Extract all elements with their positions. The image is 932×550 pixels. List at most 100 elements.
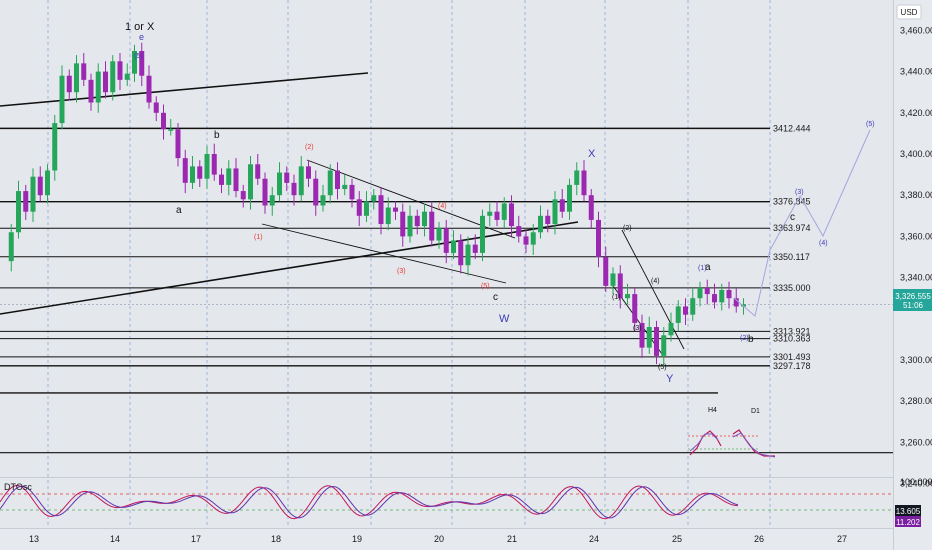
price-tick-label: 3,280.000	[900, 396, 932, 406]
candle-body	[690, 298, 696, 315]
candle-body	[139, 51, 145, 76]
candle-body	[436, 228, 442, 241]
candle-body	[168, 129, 174, 131]
candle-body	[197, 166, 203, 179]
candle-body	[59, 75, 65, 124]
osc-value-tag-2	[895, 516, 921, 527]
candle-body	[538, 215, 543, 233]
wave-labels: 1 or Xe(5)ba(2)(1)(4)(3)(5)cWX(2)(1)(4)(…	[125, 21, 875, 385]
price-tick-label: 3,240.000	[900, 479, 932, 489]
osc-value-2: 11.202	[896, 518, 920, 527]
currency-label: USD	[901, 8, 918, 17]
candle-body	[632, 294, 638, 323]
candle-body	[675, 306, 681, 323]
candle-body	[233, 168, 239, 192]
time-label: 18	[271, 534, 281, 544]
wave-label-a-right: a	[705, 262, 711, 273]
wave-label-a-low: a	[176, 205, 182, 216]
osc-value-tag-1	[895, 505, 921, 516]
candle-body	[132, 51, 137, 74]
wave-label-b: b	[214, 130, 220, 141]
candle-body	[349, 184, 355, 200]
time-label: 19	[352, 534, 362, 544]
candle-body	[306, 166, 311, 179]
candle-body	[103, 71, 108, 93]
wave-label-p4-red: (4)	[438, 203, 447, 210]
candle-body	[342, 184, 348, 190]
candle-body	[117, 61, 123, 80]
inset-oscillators: H4 D1	[688, 407, 776, 458]
currency-badge[interactable]	[896, 4, 922, 20]
candle-body	[661, 335, 667, 356]
candle-body	[741, 304, 746, 307]
candle-body	[255, 164, 261, 179]
wave-label-Y: Y	[666, 373, 674, 385]
current-price-tag	[893, 289, 932, 311]
candle-body	[74, 63, 79, 93]
candle-body	[516, 226, 522, 237]
level-label: 3350.117	[773, 252, 810, 262]
candle-body	[88, 79, 94, 103]
wave-label-p2-blue: (2)	[740, 335, 749, 342]
candle-body	[429, 211, 435, 241]
inset-label-d1: D1	[751, 408, 760, 415]
trend-line[interactable]	[621, 229, 685, 350]
candle-body	[291, 182, 297, 196]
wave-label-p4-black: (4)	[651, 278, 660, 285]
candle-body	[581, 170, 587, 196]
price-tick-label: 3,360.000	[900, 231, 932, 241]
candle-body	[248, 164, 253, 200]
inset-h4-signal	[689, 433, 719, 452]
candle-body	[610, 273, 616, 286]
time-label: 17	[191, 534, 201, 544]
wave-label-p1-blue: (1)	[698, 265, 707, 272]
candle-body	[625, 294, 630, 299]
trend-line[interactable]	[261, 223, 507, 284]
candle-body	[204, 154, 210, 179]
inset-label-h4: H4	[708, 407, 717, 414]
candle-body	[313, 178, 319, 206]
wave-label-X: X	[588, 148, 596, 160]
candle-body	[23, 191, 29, 212]
candle-body	[371, 195, 377, 202]
candle-body	[545, 215, 551, 225]
candle-body	[603, 257, 609, 286]
time-axis: 13 14 17 18 19 20 21 24 25 26 27	[29, 534, 847, 544]
dtosc-plot: 100.000	[0, 477, 932, 520]
candle-body	[683, 306, 688, 315]
osc-value-1: 13.605	[896, 507, 921, 516]
candle-body	[219, 174, 224, 185]
bar-countdown: 51:06	[903, 301, 924, 310]
candle-body	[422, 211, 427, 227]
candle-body	[8, 232, 14, 262]
candle-body	[567, 184, 572, 212]
candle-body	[284, 172, 290, 183]
candle-body	[443, 228, 449, 253]
time-label: 13	[29, 534, 39, 544]
price-tick-label: 3,400.000	[900, 149, 932, 159]
wave-label-p4-proj: (4)	[819, 240, 828, 247]
wave-label-p3-black: (3)	[633, 325, 642, 332]
candle-body	[414, 215, 420, 227]
candle-body	[639, 322, 645, 348]
wave-label-p5-top: (5)	[134, 53, 143, 60]
price-tick-label: 3,460.000	[900, 25, 932, 35]
candle-body	[712, 294, 717, 303]
level-label: 3310.363	[773, 334, 811, 344]
candle-body	[298, 166, 304, 196]
candle-body	[364, 201, 369, 216]
wave-label-p3-red: (3)	[397, 268, 406, 275]
candle-body	[124, 73, 130, 80]
candle-body	[733, 298, 739, 307]
candle-body	[16, 191, 21, 233]
osc-signal-line	[0, 485, 739, 519]
candle-body	[356, 199, 362, 216]
level-label: 3376.845	[773, 197, 811, 207]
candle-body	[269, 195, 275, 206]
projection-line[interactable]	[733, 129, 871, 317]
inset-d1-signal	[732, 432, 776, 458]
candle-body	[465, 244, 471, 266]
candle-body	[487, 211, 493, 216]
wave-label-b-right: b	[748, 334, 754, 345]
